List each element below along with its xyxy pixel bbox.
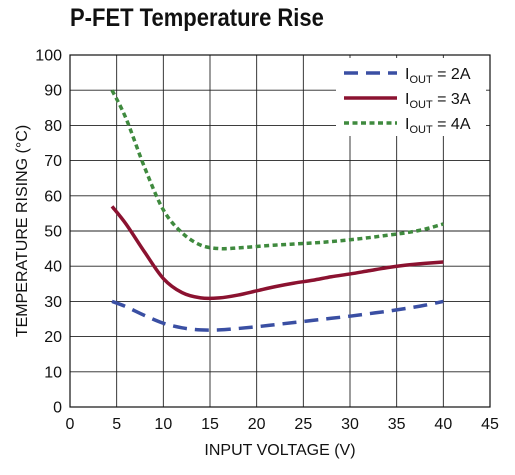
series-lines <box>110 89 444 332</box>
y-tick-label: 50 <box>44 224 62 241</box>
x-tick-label: 10 <box>154 416 172 433</box>
y-tick-label: 40 <box>44 259 62 276</box>
y-axis-label: TEMPERATURE RISING (°C) <box>14 125 31 337</box>
series-line-3 <box>110 89 444 251</box>
y-tick-label: 10 <box>44 364 62 381</box>
x-tick-label: 40 <box>434 416 452 433</box>
x-tick-label: 45 <box>481 416 499 433</box>
x-tick-label: 30 <box>341 416 359 433</box>
y-tick-label: 20 <box>44 329 62 346</box>
x-axis-label: INPUT VOLTAGE (V) <box>204 442 355 459</box>
legend-label-1: IOUT = 2A <box>405 66 471 86</box>
x-tick-label: 0 <box>66 416 75 433</box>
plot-frame <box>69 54 491 408</box>
x-tick-label: 20 <box>248 416 266 433</box>
legend: IOUT = 2A IOUT = 3A IOUT = 4A <box>336 58 486 136</box>
y-tick-label: 80 <box>44 118 62 135</box>
legend-label-3: IOUT = 4A <box>405 116 471 136</box>
y-tick-label: 0 <box>53 400 62 417</box>
y-tick-label: 60 <box>44 188 62 205</box>
y-tick-label: 70 <box>44 153 62 170</box>
y-tick-label: 90 <box>44 83 62 100</box>
x-tick-label: 5 <box>112 416 121 433</box>
x-tick-label: 25 <box>294 416 312 433</box>
x-tick-label: 15 <box>201 416 219 433</box>
axis-ticks: 0 5 10 15 20 25 30 35 40 45 0 10 20 30 40 50 60 70 80 90 100 <box>35 48 499 434</box>
series-line-2 <box>110 205 444 301</box>
series-line-1 <box>111 299 444 332</box>
y-tick-label: 30 <box>44 294 62 311</box>
legend-label-2: IOUT = 3A <box>405 91 471 111</box>
y-tick-label: 100 <box>35 48 62 65</box>
chart-title: P-FET Temperature Rise <box>70 4 324 32</box>
x-tick-label: 35 <box>388 416 406 433</box>
